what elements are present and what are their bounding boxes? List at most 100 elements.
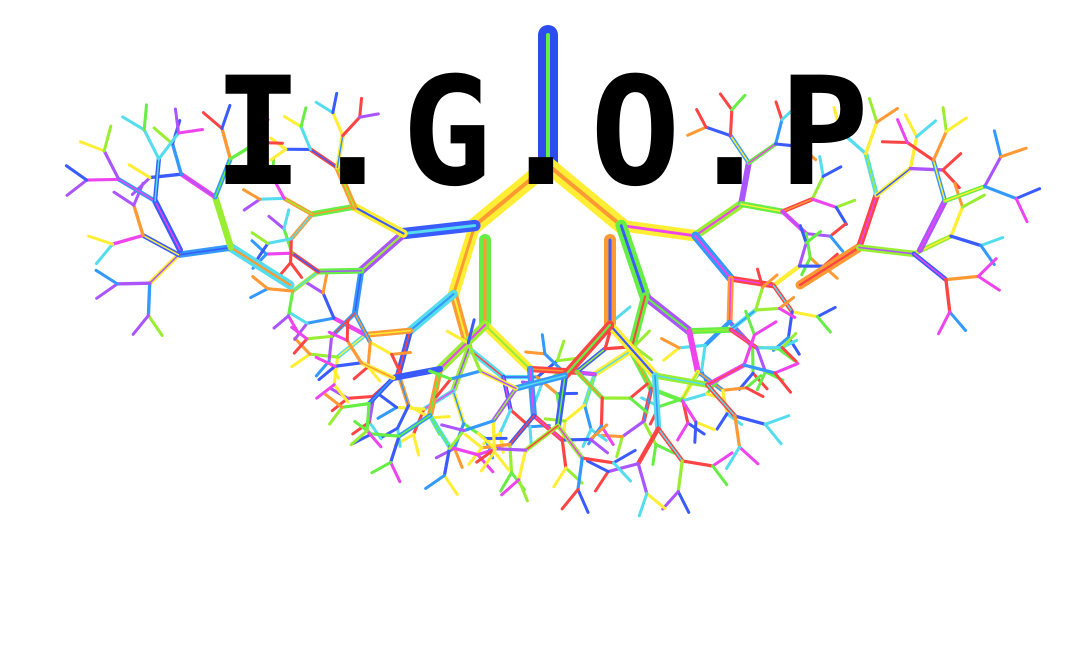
- tree-branch-highlight: [283, 197, 313, 215]
- tree-branch: [255, 166, 275, 179]
- tree-branch: [774, 118, 784, 146]
- tree-branch: [589, 428, 608, 442]
- tree-branch: [715, 412, 729, 431]
- tree-branch: [94, 268, 119, 286]
- tree-branch-highlight: [919, 200, 946, 251]
- tree-branch: [798, 224, 808, 245]
- tree-branch: [462, 419, 495, 433]
- tree-branch: [170, 142, 183, 176]
- tree-branch: [177, 128, 205, 135]
- tree-branch: [390, 350, 412, 356]
- tree-branch: [479, 450, 496, 473]
- tree-branch-highlight: [748, 143, 777, 164]
- tree-branch: [480, 442, 512, 450]
- tree-branch-highlight: [730, 309, 757, 331]
- tree-branch: [615, 435, 624, 459]
- tree-branch: [774, 100, 784, 122]
- tree-branch: [466, 318, 476, 345]
- tree-branch-highlight: [657, 427, 683, 462]
- tree-branch: [255, 140, 284, 145]
- tree-branch-highlight: [402, 224, 477, 236]
- tree-branch: [293, 321, 309, 341]
- tree-branch: [755, 346, 767, 374]
- tree-branch: [282, 115, 303, 129]
- tree-branch: [695, 108, 708, 129]
- tree-branch: [1014, 197, 1029, 224]
- tree-branch-highlight: [154, 200, 181, 251]
- tree-branch-highlight: [694, 234, 732, 280]
- tree-branch-highlight: [118, 178, 156, 202]
- tree-branch: [804, 232, 812, 260]
- tree-branch-highlight: [728, 277, 732, 323]
- tree-branch-highlight: [619, 224, 647, 298]
- tree-branch: [839, 129, 868, 156]
- tree-branch-highlight: [557, 374, 566, 427]
- tree-branch: [834, 198, 857, 209]
- tree-branch: [65, 178, 89, 197]
- tree-branch-highlight: [317, 269, 363, 273]
- tree-branch: [1014, 187, 1042, 201]
- tree-branch: [317, 364, 337, 382]
- tree-branch: [721, 386, 748, 392]
- tree-branch: [448, 445, 480, 457]
- tree-branch: [742, 333, 757, 367]
- tree-branch: [834, 205, 848, 226]
- tree-branch: [102, 124, 113, 153]
- tree-branch: [493, 447, 528, 452]
- tree-branch: [324, 392, 344, 409]
- tree-branch: [524, 350, 547, 356]
- tree-branch: [693, 420, 698, 444]
- tree-branch: [264, 251, 294, 256]
- tree-branch: [85, 177, 121, 182]
- tree-branch: [440, 423, 466, 433]
- tree-branch: [588, 437, 610, 455]
- tree-branch: [242, 197, 262, 212]
- tree-branch: [704, 125, 733, 138]
- tree-branch: [370, 432, 401, 438]
- tree-branch: [915, 119, 938, 139]
- tree-branch: [272, 314, 290, 330]
- tree-branch: [290, 352, 312, 369]
- tree-branch: [896, 118, 909, 145]
- tree-branch: [780, 346, 798, 363]
- tree-branch: [754, 306, 781, 312]
- tree-branch-highlight: [515, 374, 566, 390]
- tree-branch-highlight: [214, 158, 232, 198]
- tree-branch: [645, 492, 667, 510]
- tree-branch: [790, 310, 819, 319]
- tree-branch-highlight: [858, 246, 915, 255]
- tree-branch: [576, 456, 584, 492]
- tree-branch: [632, 329, 651, 349]
- tree-branch: [305, 334, 334, 341]
- tree-branch: [725, 445, 741, 470]
- tree-branch: [606, 462, 640, 474]
- tree-branch: [286, 289, 295, 318]
- tree-branch: [270, 175, 286, 200]
- tree-branch-highlight: [875, 167, 912, 196]
- tree-branch: [498, 408, 513, 435]
- tree-branch-highlight: [576, 371, 603, 399]
- tree-branch: [676, 459, 684, 494]
- tree-branch: [931, 129, 948, 162]
- tree-branch: [799, 144, 818, 162]
- tree-branch-highlight: [729, 134, 750, 164]
- tree-branch: [983, 184, 1018, 201]
- tree-branch: [333, 361, 363, 368]
- tree-branch: [365, 402, 371, 433]
- tree-branch: [979, 236, 1005, 248]
- tree-branch: [733, 414, 742, 449]
- tree-branch: [949, 234, 983, 248]
- tree-branch: [321, 291, 336, 320]
- tree-branch: [818, 155, 825, 178]
- tree-branch: [148, 172, 183, 180]
- tree-branch: [377, 393, 399, 409]
- tree-branch: [315, 383, 336, 400]
- tree-branch: [654, 443, 676, 455]
- tree-branch: [255, 118, 270, 144]
- tree-branch: [358, 96, 364, 119]
- tree-branch: [241, 188, 262, 201]
- tree-branch: [944, 116, 968, 133]
- tree-branch-highlight: [353, 205, 405, 235]
- tree-branch: [251, 275, 270, 291]
